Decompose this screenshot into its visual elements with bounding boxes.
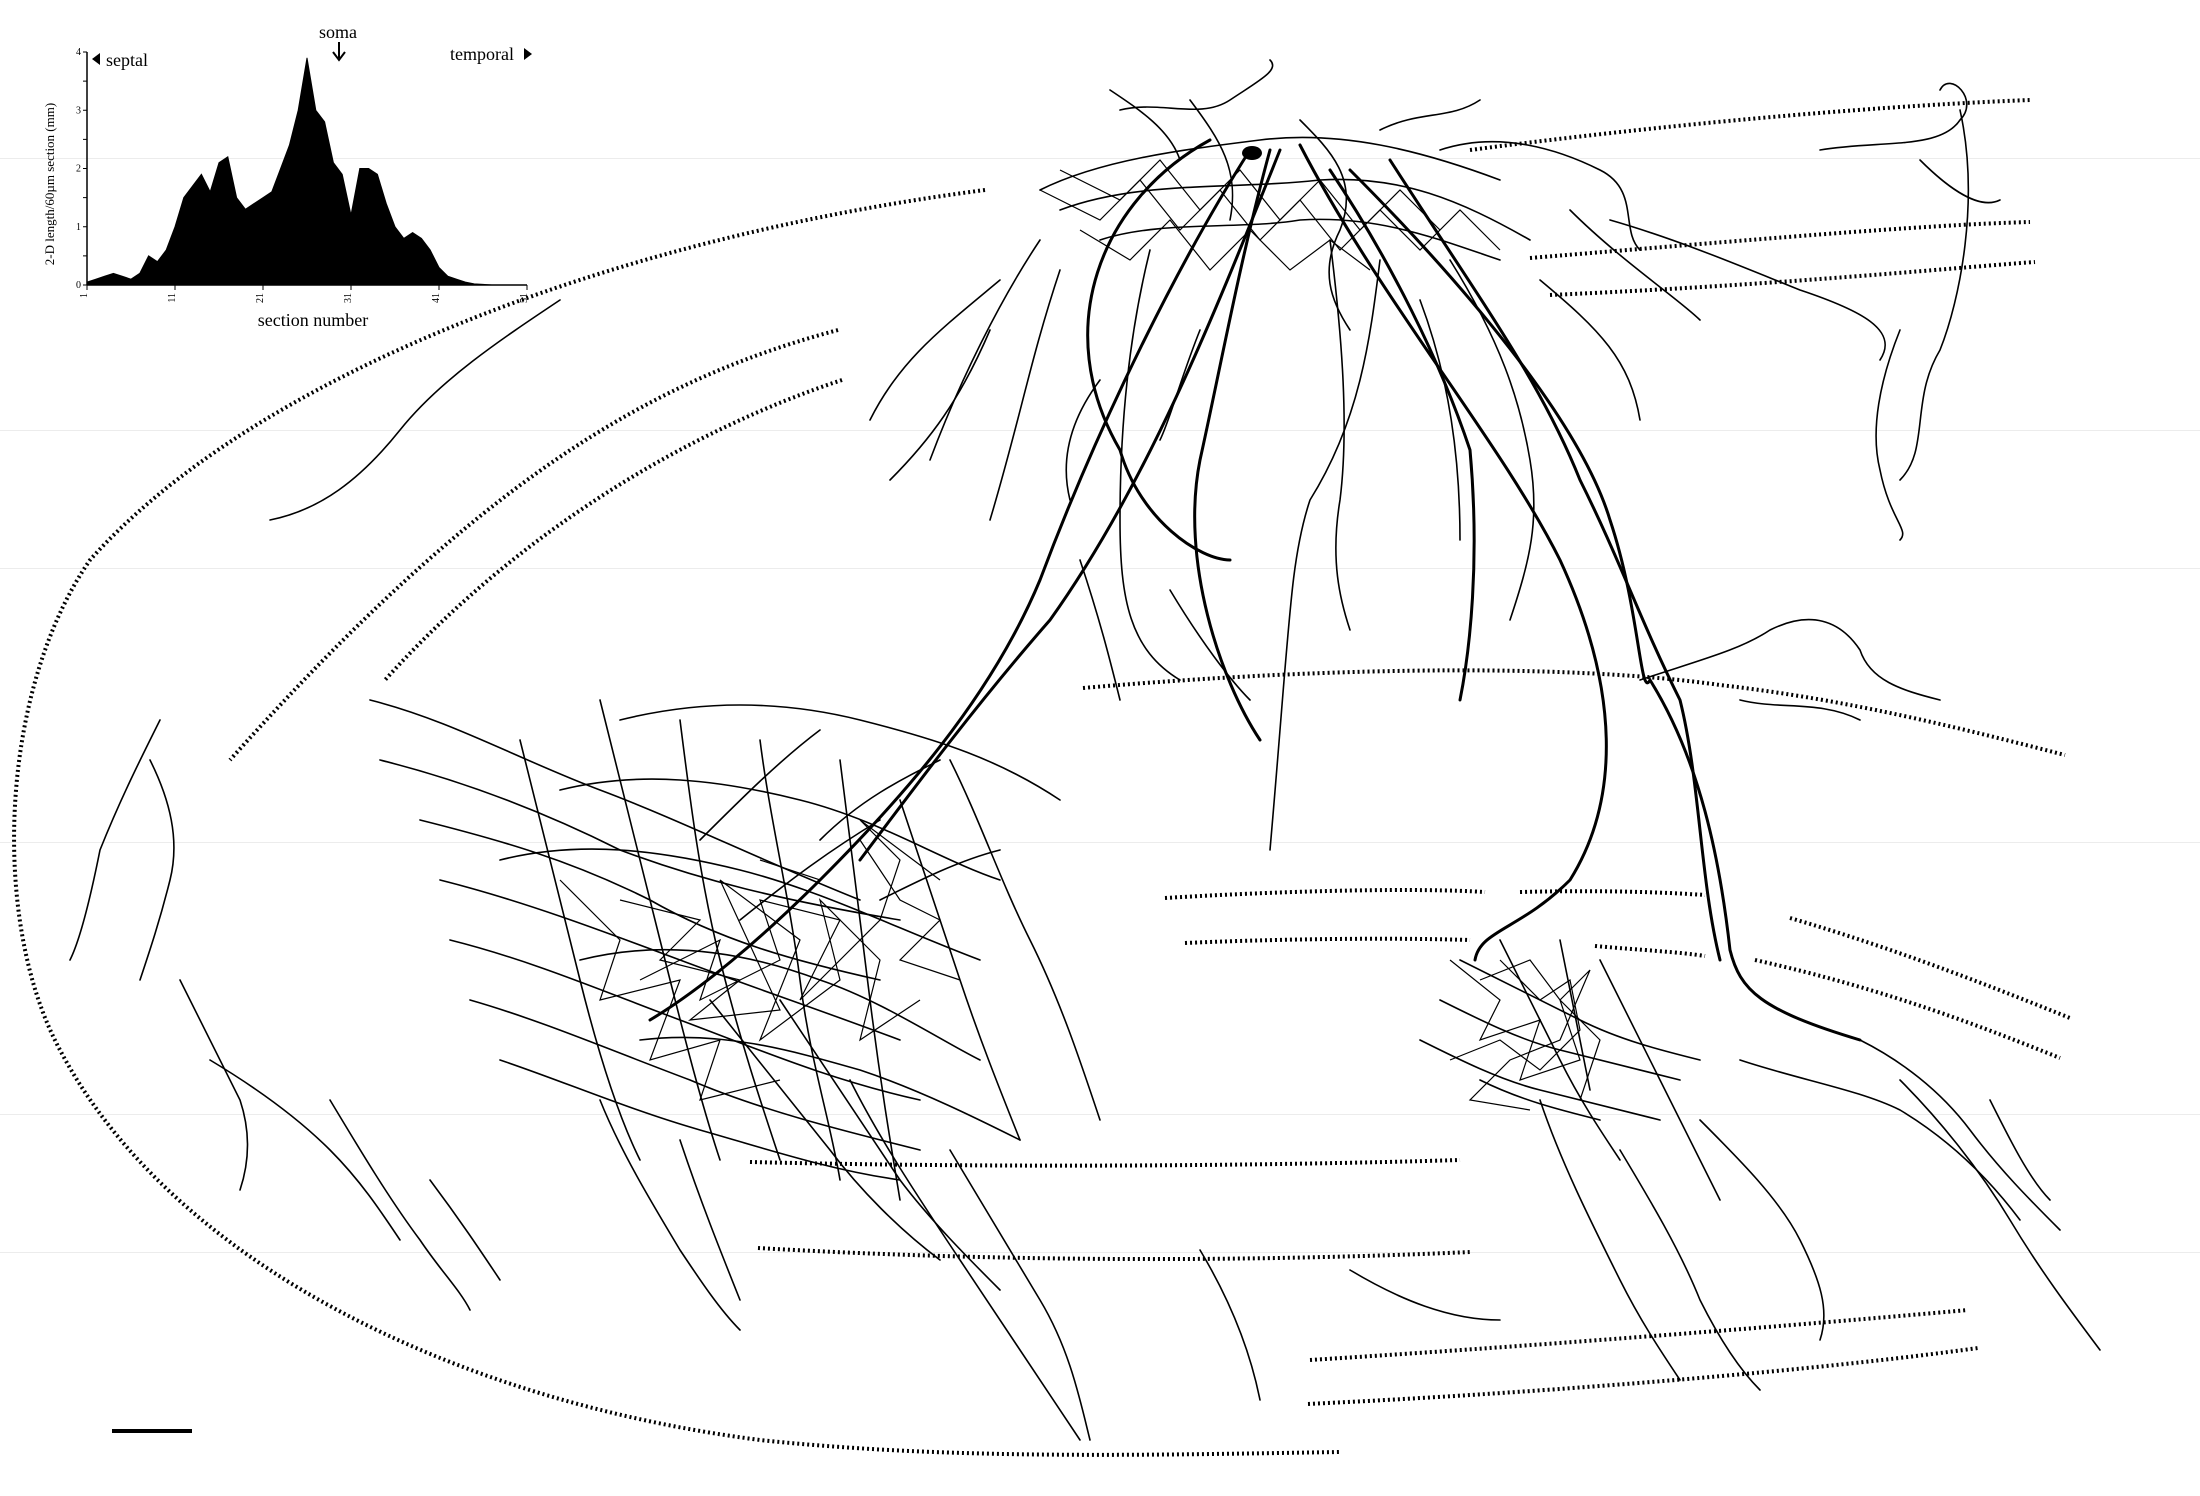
boundary-septal-2 xyxy=(383,378,843,682)
x-tick-label: 41 xyxy=(431,293,442,303)
dense-arbor-right xyxy=(1449,959,1601,1111)
inset-length-histogram: soma septal temporal 2-D length/60µm sec… xyxy=(42,22,532,330)
boundary-lower-2 xyxy=(1184,936,1471,945)
boundary-bottom-4 xyxy=(1307,1346,1979,1406)
y-tick-label: 1 xyxy=(76,222,81,233)
soma-marker xyxy=(1242,146,1262,160)
boundary-top-right-3 xyxy=(1549,260,2036,297)
main-trunks xyxy=(648,138,1862,1042)
boundary-bottom-2 xyxy=(757,1246,1471,1262)
soma-arrow-icon xyxy=(332,42,346,62)
boundary-top-right-1 xyxy=(1469,98,2031,152)
y-tick-label: 3 xyxy=(76,105,81,116)
boundary-top-right-2 xyxy=(1529,220,2031,260)
temporal-arrow-icon xyxy=(524,48,532,60)
inset-y-axis-label: 2-D length/60µm section (mm) xyxy=(42,103,57,265)
boundary-lower-3 xyxy=(1519,889,1706,897)
boundary-bottom-1 xyxy=(749,1158,1461,1168)
temporal-label: temporal xyxy=(450,44,514,64)
outer-boundary-arc xyxy=(12,188,1341,1457)
y-tick-label: 2 xyxy=(76,164,81,175)
scan-guide-line xyxy=(0,1114,2200,1115)
inset-x-axis-label: section number xyxy=(258,310,368,330)
x-tick-label: 1 xyxy=(79,293,90,298)
boundary-bottom-3 xyxy=(1309,1308,1969,1362)
boundary-lower-4 xyxy=(1594,944,1706,958)
septal-label: septal xyxy=(106,50,148,70)
area-series xyxy=(86,57,527,286)
boundary-lower-1 xyxy=(1164,888,1486,900)
boundary-lower-right-1 xyxy=(1789,916,2071,1020)
soma-label: soma xyxy=(319,22,357,42)
scan-guide-line xyxy=(0,158,2200,159)
boundary-septal-1 xyxy=(228,328,839,762)
x-tick-label: 31 xyxy=(343,293,354,303)
dense-arbor-left xyxy=(559,819,961,1101)
dense-arbor-top xyxy=(1039,159,1501,271)
boundary-middle xyxy=(1082,668,2066,757)
x-tick-label: 11 xyxy=(167,293,178,303)
y-tick-label: 4 xyxy=(76,47,81,58)
x-tick-label: 21 xyxy=(255,293,266,303)
scan-guide-line xyxy=(0,568,2200,569)
scan-guide-line xyxy=(0,842,2200,843)
boundary-lower-right-2 xyxy=(1754,958,2061,1060)
scan-guide-line xyxy=(0,1252,2200,1253)
layer-boundaries xyxy=(12,98,2071,1457)
septal-arrow-icon xyxy=(92,53,100,65)
x-tick-label: 51 xyxy=(519,293,530,303)
y-tick-label: 0 xyxy=(76,280,81,291)
